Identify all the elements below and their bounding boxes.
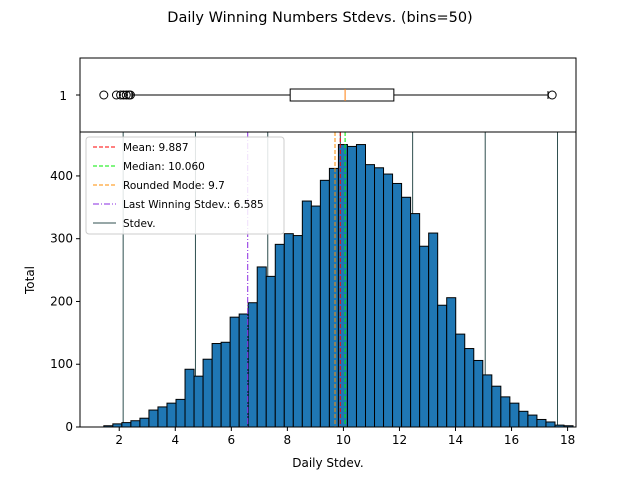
legend-label-1: Median: 10.060 [123,161,205,173]
histogram-bar-22 [301,200,312,428]
histogram-bar-37 [437,304,448,428]
boxplot-box [289,88,395,102]
x-tick-label-7: 16 [504,433,519,447]
histogram-bar-28 [355,144,366,428]
histogram-bar-9 [184,368,195,428]
y-tick-label-4: 400 [50,169,73,183]
legend-label-4: Stdev. [123,218,156,230]
histogram-bar-23 [310,205,321,428]
histogram-bar-4 [139,417,150,428]
histogram-bar-31 [383,173,394,428]
boxplot-outlier-0 [99,90,109,100]
histogram-bar-8 [175,398,186,428]
x-tick-label-1: 4 [171,433,179,447]
y-tick-label-1: 100 [50,357,73,371]
y-tick-label-2: 200 [50,294,73,308]
legend-label-3: Last Winning Stdev.: 6.585 [123,199,264,211]
histogram-bar-14 [229,316,240,428]
x-tick-label-5: 12 [392,433,407,447]
histogram-bar-24 [319,179,330,428]
x-axis-label: Daily Stdev. [292,456,363,470]
histogram-bar-49 [545,421,556,428]
boxplot-outlier-3 [118,90,128,100]
histogram-bar-39 [455,333,466,428]
histogram-panel: 2 4 6 8 10 12 14 16 18 0 100 200 300 400 Daily Stdev… [23,131,577,470]
legend-frame [85,136,285,235]
histogram-bar-34 [410,213,421,428]
histogram-bar-12 [211,343,222,428]
histogram-bar-47 [527,414,538,428]
histogram-bar-30 [374,167,385,428]
boxplot-outlier-1 [111,90,121,100]
boxplot-ytick-label: 1 [59,89,67,103]
histogram-bar-36 [428,232,439,428]
histogram-bar-44 [500,396,511,428]
boxplot-outlier-6 [125,90,135,100]
y-tick-label-0: 0 [65,420,73,434]
histogram-bar-20 [283,233,294,428]
histogram-bar-40 [464,348,475,428]
histogram-bar-6 [157,406,168,428]
histogram-bar-45 [509,402,520,428]
x-tick-label-8: 18 [560,433,575,447]
histogram-bar-29 [364,164,376,428]
legend-label-0: Mean: 9.887 [123,142,189,154]
histogram-bar-5 [148,409,159,428]
histogram-bar-38 [446,297,457,428]
histogram-bar-7 [166,402,177,428]
histogram-bar-3 [130,420,141,428]
histogram-bar-27 [346,145,357,428]
histogram-bar-43 [491,385,502,428]
histogram-bar-35 [419,245,430,428]
histogram-bar-19 [274,243,285,428]
boxplot-panel: 1 [59,57,577,133]
histogram-bar-33 [401,196,412,428]
histogram-bar-42 [482,374,493,428]
histogram-bar-46 [518,410,529,428]
histogram-bar-10 [193,375,204,428]
histogram-bar-21 [292,235,303,428]
x-tick-label-6: 14 [448,433,463,447]
histogram-bar-41 [473,359,484,428]
legend: Mean: 9.887 Median: 10.060 Rounded Mode: 9… [85,136,285,235]
y-tick-label-3: 300 [50,232,73,246]
histogram-bar-32 [392,182,403,428]
histogram-bar-2 [121,422,132,428]
boxplot-outlier-4 [121,90,131,100]
histogram-bar-25 [328,167,339,428]
histogram-bar-17 [256,266,267,428]
boxplot-outlier-7 [547,90,557,100]
histogram-bar-15 [238,313,249,428]
x-tick-label-3: 8 [284,433,292,447]
x-tick-label-0: 2 [115,433,123,447]
x-tick-label-4: 10 [336,433,351,447]
histogram-bar-48 [536,418,547,428]
histogram-bar-18 [265,275,276,428]
histogram-bar-11 [202,358,213,428]
x-tick-label-2: 6 [228,433,236,447]
histogram-bar-16 [247,302,258,428]
chart-title: Daily Winning Numbers Stdevs. (bins=50) [167,10,472,26]
legend-label-2: Rounded Mode: 9.7 [123,180,225,192]
y-axis-label: Total [23,266,37,295]
histogram-frame [79,131,577,428]
histogram-bar-13 [220,341,231,428]
